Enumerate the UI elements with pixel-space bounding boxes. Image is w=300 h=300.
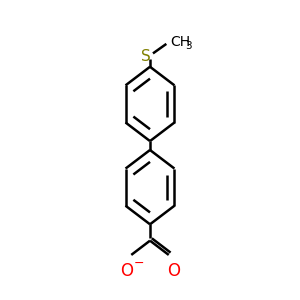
Text: −: − [134, 256, 144, 269]
Text: O: O [167, 262, 180, 280]
Text: CH: CH [170, 35, 190, 50]
Text: 3: 3 [185, 41, 192, 51]
Text: S: S [141, 49, 150, 64]
Text: O: O [120, 262, 133, 280]
